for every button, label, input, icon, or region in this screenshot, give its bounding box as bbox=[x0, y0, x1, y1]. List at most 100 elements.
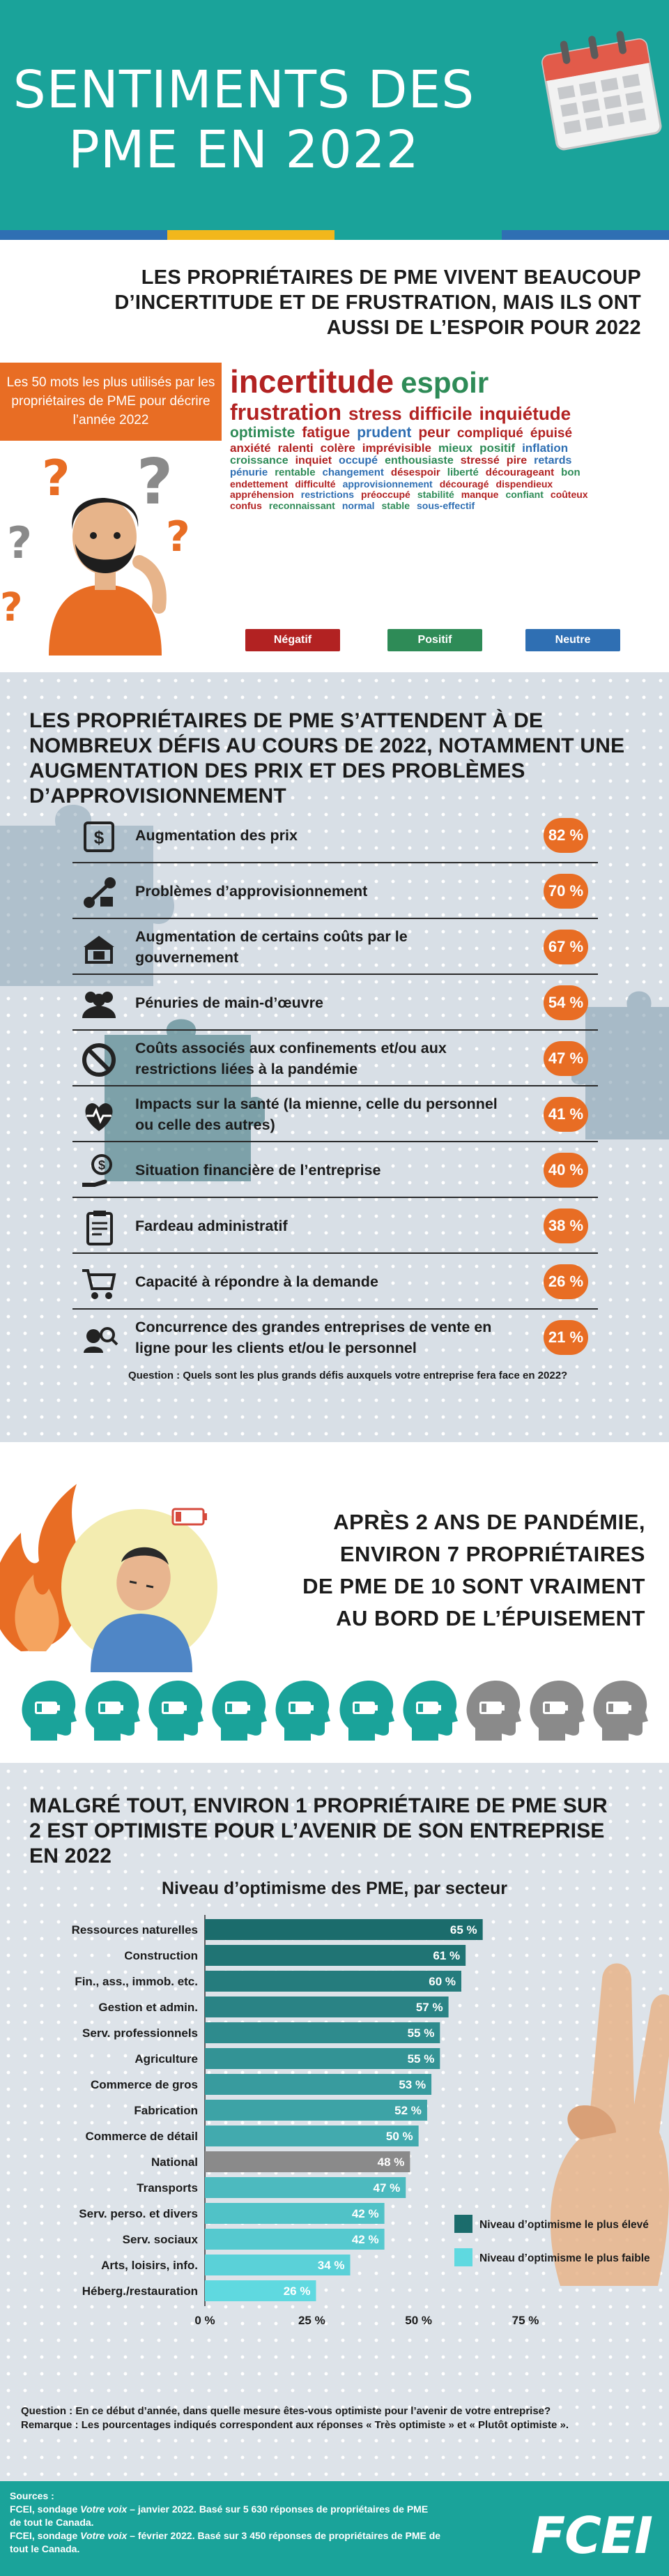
challenge-label: Pénuries de main-d’œuvre bbox=[135, 994, 324, 1011]
exhaustion-line: AU BORD DE L’ÉPUISEMENT bbox=[336, 1606, 645, 1630]
word-cloud-row: anxiété ralenti colère imprévisible mieux pos… bbox=[230, 441, 669, 455]
chart-category-label: Construction bbox=[124, 1949, 198, 1962]
cloud-word: coûteux bbox=[550, 489, 588, 501]
challenge-percent-badge: 21 % bbox=[544, 1320, 588, 1355]
cloud-word: pire bbox=[506, 454, 528, 467]
chart-value-label: 55 % bbox=[408, 2052, 435, 2066]
challenges-list: $ Augmentation des prix 82 % Problèmes d’ap… bbox=[72, 808, 598, 1365]
svg-text:$: $ bbox=[94, 827, 105, 848]
cloud-word: incertitude bbox=[230, 363, 394, 400]
optimism-notes: Question : En ce début d’année, dans que… bbox=[21, 2404, 648, 2432]
footer: Sources : FCEI, sondage Votre voix – jan… bbox=[0, 2481, 669, 2576]
exhaustion-line: DE PME DE 10 SONT VRAIMENT bbox=[302, 1574, 645, 1598]
chart-value-label: 47 % bbox=[374, 2181, 401, 2195]
chart-value-label: 53 % bbox=[399, 2078, 426, 2091]
chart-bar bbox=[205, 1919, 483, 1940]
chart-category-label: Héberg./restauration bbox=[82, 2285, 198, 2298]
challenge-row: Problèmes d’approvisionnement 70 % bbox=[72, 863, 598, 919]
chart-value-label: 61 % bbox=[433, 1949, 460, 1962]
low-battery-head-icon bbox=[403, 1681, 458, 1741]
word-cloud-row: endettement difficulté approvisionnement dé… bbox=[230, 478, 669, 490]
challenge-row: Concurrence des grandes entreprises de v… bbox=[72, 1310, 598, 1365]
money-hand-icon: $ bbox=[82, 1154, 112, 1187]
optimism-remark: Remarque : Les pourcentages indiqués cor… bbox=[21, 2419, 569, 2431]
source-1-survey: Votre voix bbox=[80, 2503, 128, 2515]
cloud-word: confiant bbox=[505, 489, 544, 501]
cloud-word: compliqué bbox=[456, 426, 523, 441]
svg-text:?: ? bbox=[0, 585, 22, 630]
svg-text:?: ? bbox=[137, 446, 173, 519]
low-battery-head-icon bbox=[275, 1681, 331, 1741]
chart-bar bbox=[205, 2048, 440, 2069]
chart-bar bbox=[205, 1997, 449, 2017]
cloud-word: endettement bbox=[230, 478, 289, 490]
shopping-cart-icon bbox=[82, 1269, 116, 1299]
chart-tick-label: 50 % bbox=[405, 2314, 432, 2327]
puzzle-piece-icon bbox=[105, 1019, 265, 1181]
cloud-word: ralenti bbox=[277, 441, 314, 455]
chart-category-label: Fabrication bbox=[134, 2104, 198, 2117]
section1-heading: LES PROPRIÉTAIRES DE PME VIVENT BEAUCOUP… bbox=[114, 266, 641, 339]
cloud-word: espoir bbox=[401, 366, 489, 399]
cloud-word: colère bbox=[320, 441, 355, 455]
cloud-word: décourageant bbox=[485, 466, 555, 478]
low-battery-head-icon bbox=[339, 1681, 394, 1741]
chart-tick-label: 25 % bbox=[298, 2314, 325, 2327]
cloud-word: inflation bbox=[522, 441, 569, 455]
cloud-word: manque bbox=[461, 489, 499, 501]
heads-row bbox=[21, 1679, 648, 1741]
cloud-word: imprévisible bbox=[362, 441, 431, 455]
challenge-percent-badge: 54 % bbox=[544, 985, 588, 1020]
cloud-word: inquiétude bbox=[479, 402, 571, 424]
chart-legend-label: Niveau d’optimisme le plus faible bbox=[479, 2252, 650, 2264]
cloud-word: appréhension bbox=[230, 489, 294, 501]
cloud-word: reconnaissant bbox=[268, 499, 335, 511]
chart-value-label: 42 % bbox=[352, 2233, 379, 2246]
source-1-part-a: FCEI, sondage bbox=[10, 2503, 81, 2515]
word-cloud-row: appréhension restrictions préoccupé stabili… bbox=[230, 490, 669, 501]
cloud-word: stabilité bbox=[417, 489, 454, 501]
puzzle-piece-icon bbox=[571, 991, 669, 1139]
cloud-word: croissance bbox=[230, 454, 289, 467]
challenge-row: Coûts associés aux confinements et/ou au… bbox=[72, 1031, 598, 1086]
cloud-word: normal bbox=[341, 499, 375, 511]
chart-value-label: 42 % bbox=[352, 2207, 379, 2220]
cloud-word: occupé bbox=[339, 454, 378, 467]
fcei-logo: FCEI bbox=[531, 2506, 653, 2565]
cloud-word: peur bbox=[418, 425, 450, 441]
cloud-word: positif bbox=[479, 441, 516, 455]
svg-text:?: ? bbox=[7, 517, 32, 568]
word-cloud: incertitude espoir frustration stress diffic… bbox=[230, 363, 669, 512]
cloud-word: épuisé bbox=[530, 426, 573, 441]
chart-category-label: Arts, loisirs, info. bbox=[101, 2259, 198, 2272]
challenge-label: Augmentation des prix bbox=[135, 827, 298, 844]
confused-person-icon: ? ? ? ? ? bbox=[0, 446, 190, 656]
chart-bar bbox=[205, 2151, 410, 2172]
source-1: FCEI, sondage Votre voix – janvier 2022.… bbox=[10, 2503, 442, 2529]
chart-bar bbox=[205, 2126, 419, 2146]
legend-positive: Positif bbox=[387, 629, 482, 651]
cloud-word: découragé bbox=[439, 478, 489, 490]
source-2-part-a: FCEI, sondage bbox=[10, 2530, 81, 2541]
chart-value-label: 60 % bbox=[429, 1975, 456, 1988]
chart-legend-label: Niveau d’optimisme le plus élevé bbox=[479, 2219, 649, 2231]
chart-bar bbox=[205, 2255, 351, 2275]
challenge-row: Augmentation de certains coûts par le go… bbox=[72, 919, 598, 975]
chart-title: Niveau d’optimisme des PME, par secteur bbox=[162, 1879, 507, 1898]
cloud-word: restrictions bbox=[300, 489, 355, 501]
legend-negative: Négatif bbox=[245, 629, 340, 651]
challenge-row: $ Augmentation des prix 82 % bbox=[72, 808, 598, 863]
challenges-question: Question : Quels sont les plus grands dé… bbox=[128, 1370, 568, 1381]
government-cost-icon bbox=[84, 936, 114, 964]
cloud-word: rentable bbox=[275, 466, 316, 478]
chart-bar bbox=[205, 2074, 432, 2095]
challenge-label: Capacité à répondre à la demande bbox=[135, 1273, 378, 1290]
svg-text:?: ? bbox=[42, 450, 70, 507]
cloud-word: désespoir bbox=[390, 466, 440, 478]
cloud-word: fatigue bbox=[302, 425, 351, 441]
chart-value-label: 65 % bbox=[450, 1923, 477, 1937]
cloud-word: stressé bbox=[460, 454, 500, 467]
workers-icon bbox=[82, 992, 116, 1018]
challenges-section: LES PROPRIÉTAIRES DE PME S’ATTENDENT À D… bbox=[0, 672, 669, 1442]
cloud-word: enthousiaste bbox=[385, 454, 454, 467]
